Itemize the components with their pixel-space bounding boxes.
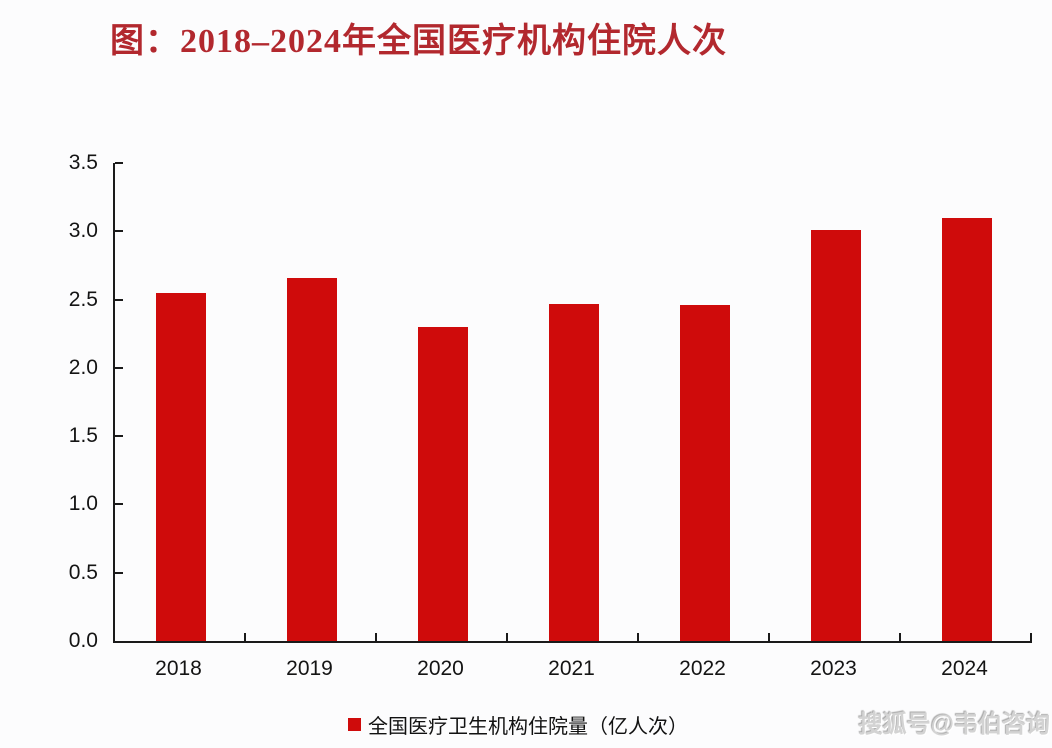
x-axis-tick	[899, 633, 901, 641]
chart-title: 图：2018–2024年全国医疗机构住院人次	[110, 23, 727, 60]
watermark: 搜狐号@韦伯咨询	[858, 711, 1050, 738]
bar-2018	[155, 293, 206, 641]
x-tick-label-2019: 2019	[286, 657, 333, 680]
x-tick-label-2020: 2020	[417, 657, 464, 680]
y-tick-label: 3.0	[68, 219, 98, 243]
y-axis-tick	[115, 435, 123, 438]
y-axis-tick	[115, 571, 123, 574]
x-tick-label-2021: 2021	[548, 657, 595, 680]
bar-2019	[286, 278, 337, 641]
bar-2023	[810, 230, 861, 641]
y-tick-label: 0.0	[68, 629, 98, 652]
y-axis-tick	[115, 503, 123, 506]
plot-area	[113, 162, 1032, 643]
legend: 全国医疗卫生机构住院量（亿人次）	[348, 710, 688, 739]
bar-2024	[941, 218, 992, 641]
x-axis-tick	[506, 633, 508, 641]
x-tick-label-2023: 2023	[810, 657, 857, 680]
x-axis-tick	[244, 633, 246, 641]
y-tick-label: 2.5	[68, 287, 98, 311]
x-axis-tick	[375, 633, 377, 641]
x-axis-tick	[768, 633, 770, 641]
y-axis-tick	[115, 298, 123, 301]
bar-2020	[417, 327, 468, 641]
y-tick-label: 0.5	[68, 560, 98, 584]
y-tick-label: 3.5	[68, 151, 98, 174]
x-tick-label-2022: 2022	[679, 657, 726, 680]
y-tick-label: 2.0	[68, 355, 98, 379]
x-tick-label-2018: 2018	[155, 657, 202, 680]
legend-label: 全国医疗卫生机构住院量（亿人次）	[368, 716, 688, 738]
y-tick-label: 1.5	[68, 424, 98, 448]
y-axis-tick	[115, 162, 123, 164]
bar-2022	[679, 305, 730, 641]
bar-2021	[548, 304, 599, 641]
x-axis-tick	[1030, 633, 1032, 641]
y-axis-tick	[115, 366, 123, 369]
legend-swatch-icon	[348, 718, 361, 731]
y-tick-label: 1.0	[68, 492, 98, 516]
x-tick-label-2024: 2024	[941, 657, 988, 680]
x-axis-tick	[637, 633, 639, 641]
y-axis-tick	[115, 230, 123, 233]
